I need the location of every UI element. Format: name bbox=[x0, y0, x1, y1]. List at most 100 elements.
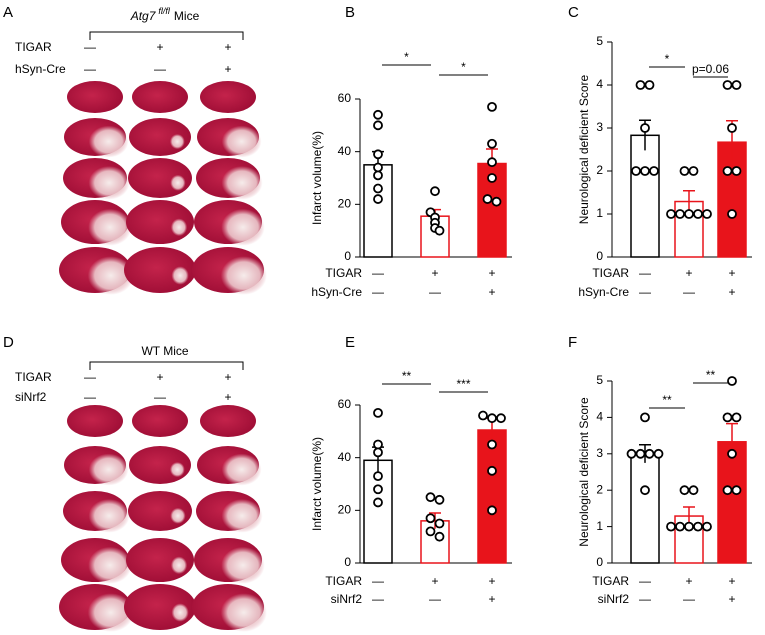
condition-sign: + bbox=[224, 390, 231, 404]
data-point bbox=[679, 485, 690, 496]
data-point bbox=[482, 194, 493, 204]
image-panel: D WT Mice bbox=[3, 334, 244, 370]
infarct-area bbox=[88, 125, 129, 158]
data-point bbox=[688, 485, 699, 496]
y-tick-label: 60 bbox=[338, 397, 352, 411]
condition-sign: + bbox=[156, 370, 163, 384]
infarct-area bbox=[171, 266, 189, 285]
data-point bbox=[727, 209, 737, 219]
data-point bbox=[373, 484, 383, 495]
infarct-area bbox=[88, 546, 132, 584]
condition-name: hSyn-Cre bbox=[311, 285, 362, 299]
error-bar bbox=[683, 190, 695, 213]
data-point bbox=[702, 209, 712, 219]
condition-sign: + bbox=[728, 574, 735, 588]
condition-sign: — bbox=[154, 62, 166, 76]
y-tick-label: 1 bbox=[596, 519, 603, 533]
bar bbox=[630, 134, 660, 258]
condition-sign: — bbox=[154, 390, 166, 404]
data-point bbox=[373, 194, 383, 204]
bar bbox=[717, 441, 747, 564]
condition-name: hSyn-Cre bbox=[15, 62, 66, 76]
panel-letter: D bbox=[3, 334, 14, 351]
error-bar bbox=[429, 512, 441, 529]
data-point bbox=[373, 183, 383, 194]
data-point bbox=[425, 526, 436, 537]
y-tick-label: 5 bbox=[596, 373, 603, 387]
data-point bbox=[693, 521, 703, 532]
data-point bbox=[688, 166, 699, 176]
data-point bbox=[626, 448, 637, 459]
data-point bbox=[373, 120, 383, 131]
condition-name: siNrf2 bbox=[15, 390, 47, 404]
data-point bbox=[434, 518, 445, 529]
condition-sign: + bbox=[431, 266, 438, 280]
significance-label: *** bbox=[456, 377, 470, 391]
data-point bbox=[373, 471, 383, 482]
data-point bbox=[731, 80, 742, 90]
infarct-area bbox=[169, 133, 185, 150]
data-point bbox=[727, 448, 737, 459]
y-tick-label: 40 bbox=[338, 450, 352, 464]
y-tick-label: 3 bbox=[596, 120, 603, 134]
data-point bbox=[434, 494, 445, 505]
y-tick-label: 4 bbox=[596, 77, 603, 91]
data-point bbox=[722, 80, 733, 90]
group-label: Atg7 fl/fl Mice bbox=[130, 6, 200, 23]
infarct-area bbox=[221, 499, 263, 533]
data-point bbox=[487, 157, 497, 168]
y-tick-label: 20 bbox=[338, 197, 352, 211]
condition-sign: — bbox=[84, 390, 96, 404]
condition-name: TIGAR bbox=[325, 574, 362, 588]
data-point bbox=[675, 209, 685, 219]
y-tick-label: 2 bbox=[596, 163, 603, 177]
group-bracket bbox=[89, 31, 244, 40]
infarct-area bbox=[170, 174, 186, 191]
condition-sign: — bbox=[372, 592, 384, 606]
bar bbox=[477, 429, 507, 564]
y-tick-label: 5 bbox=[596, 34, 603, 48]
infarct-area bbox=[88, 166, 130, 200]
condition-sign: — bbox=[372, 574, 384, 588]
infarct-area bbox=[221, 125, 262, 158]
condition-sign: + bbox=[224, 62, 231, 76]
data-point bbox=[635, 448, 646, 459]
brain-slice bbox=[200, 405, 256, 437]
condition-sign: — bbox=[429, 285, 441, 299]
data-point bbox=[722, 166, 733, 176]
data-point bbox=[487, 102, 497, 112]
data-point bbox=[487, 465, 497, 476]
data-point bbox=[679, 166, 690, 176]
significance-label: * bbox=[665, 52, 670, 66]
condition-sign: + bbox=[728, 592, 735, 606]
y-axis-label: Infarct volume(%) bbox=[310, 131, 324, 225]
infarct-area bbox=[170, 556, 188, 575]
condition-sign: — bbox=[372, 266, 384, 280]
data-point bbox=[373, 109, 383, 120]
data-point bbox=[653, 448, 664, 459]
data-point bbox=[373, 497, 383, 508]
infarct-area bbox=[88, 208, 132, 246]
data-point bbox=[693, 209, 703, 219]
data-point bbox=[478, 410, 488, 421]
y-axis-label: Infarct volume(%) bbox=[310, 437, 324, 531]
data-point bbox=[684, 209, 694, 219]
data-point bbox=[487, 505, 497, 516]
condition-name: TIGAR bbox=[592, 574, 629, 588]
data-point bbox=[434, 531, 445, 542]
data-point bbox=[635, 80, 646, 90]
panel-letter: E bbox=[345, 334, 355, 351]
data-point bbox=[649, 166, 659, 176]
data-point bbox=[640, 123, 650, 133]
data-point bbox=[487, 439, 497, 450]
condition-name: hSyn-Cre bbox=[578, 285, 629, 299]
data-point bbox=[702, 521, 712, 532]
condition-sign: — bbox=[372, 285, 384, 299]
data-point bbox=[666, 209, 676, 219]
data-point bbox=[487, 173, 497, 183]
y-tick-label: 0 bbox=[344, 249, 351, 263]
condition-sign: — bbox=[639, 266, 651, 280]
condition-sign: + bbox=[488, 592, 495, 606]
significance-label: ** bbox=[402, 369, 412, 383]
condition-name: siNrf2 bbox=[331, 592, 363, 606]
